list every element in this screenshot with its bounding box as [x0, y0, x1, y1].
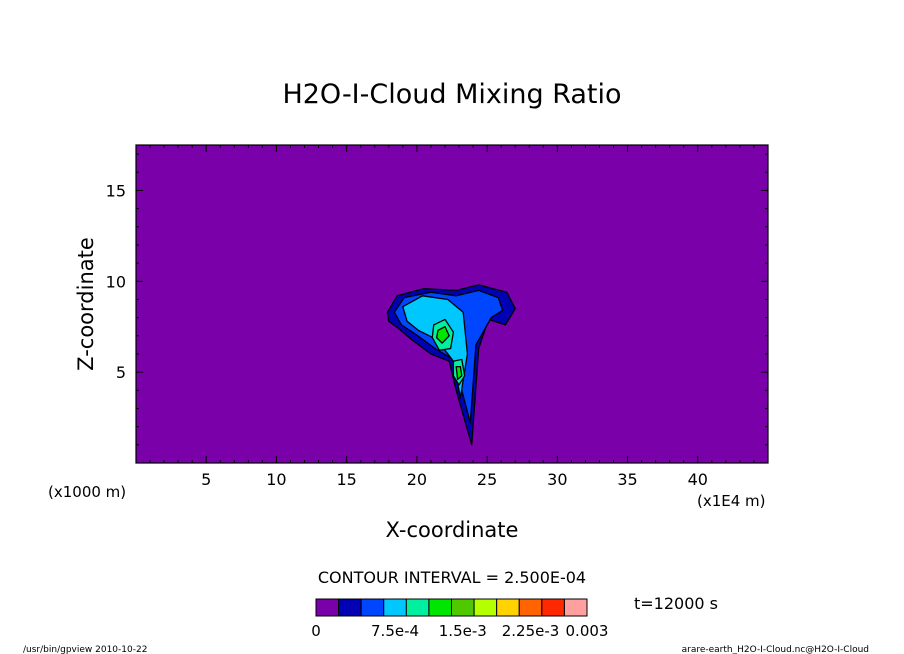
colorbar-swatch	[473, 598, 498, 617]
plot-frame	[135, 144, 769, 464]
y-axis-label: Z-coordinate	[74, 237, 98, 371]
colorbar-label: 7.5e-4	[371, 622, 419, 640]
colorbar-swatch	[405, 598, 430, 617]
x-tick-label: 40	[688, 470, 708, 489]
axis-ticks: 5 10 15 20 25 30 35 40 5 10 15	[106, 145, 768, 489]
cloud-region-5	[435, 326, 450, 344]
contour-interval-text: CONTOUR INTERVAL = 2.500E-04	[318, 568, 586, 587]
colorbar-label: 1.5e-3	[439, 622, 487, 640]
x-tick-label: 25	[477, 470, 497, 489]
footer-left: /usr/bin/gpview 2010-10-22	[23, 645, 147, 654]
x-scale-note: (x1E4 m)	[697, 492, 766, 510]
x-tick-label: 5	[201, 470, 211, 489]
colorbar-swatch	[360, 598, 385, 617]
colorbar-swatch	[518, 598, 543, 617]
cloud-region-6	[455, 366, 463, 381]
x-axis-label: X-coordinate	[386, 518, 519, 542]
colorbar-label: 0.003	[566, 622, 609, 640]
colorbar-swatch	[563, 598, 588, 617]
colorbar-label: 0	[311, 622, 321, 640]
time-label: t=12000 s	[634, 594, 718, 613]
colorbar-swatch	[428, 598, 452, 617]
x-tick-label: 35	[617, 470, 637, 489]
colorbar-swatch	[451, 598, 475, 617]
x-tick-label: 10	[266, 470, 286, 489]
cloud-contour-layer	[386, 284, 516, 446]
chart-title: H2O-I-Cloud Mixing Ratio	[282, 79, 621, 110]
plot-area: 5 10 15 20 25 30 35 40 5 10 15	[106, 144, 769, 489]
colorbar-swatch	[315, 598, 340, 617]
footer-right: arare-earth_H2O-I-Cloud.nc@H2O-I-Cloud	[682, 645, 869, 654]
y-scale-note: (x1000 m)	[48, 483, 126, 501]
y-tick-label: 15	[106, 181, 126, 200]
colorbar-swatch	[496, 598, 520, 617]
colorbar-swatch	[338, 598, 362, 617]
y-tick-label: 10	[106, 272, 126, 291]
x-tick-label: 15	[336, 470, 356, 489]
colorbar: 0 7.5e-4 1.5e-3 2.25e-3 0.003	[311, 598, 609, 640]
colorbar-label: 2.25e-3	[502, 622, 560, 640]
y-tick-label: 5	[116, 363, 126, 382]
cloud-region-2	[402, 295, 469, 399]
colorbar-swatch	[541, 598, 565, 617]
x-tick-label: 20	[407, 470, 427, 489]
x-tick-label: 30	[547, 470, 567, 489]
colorbar-swatch	[383, 598, 407, 617]
